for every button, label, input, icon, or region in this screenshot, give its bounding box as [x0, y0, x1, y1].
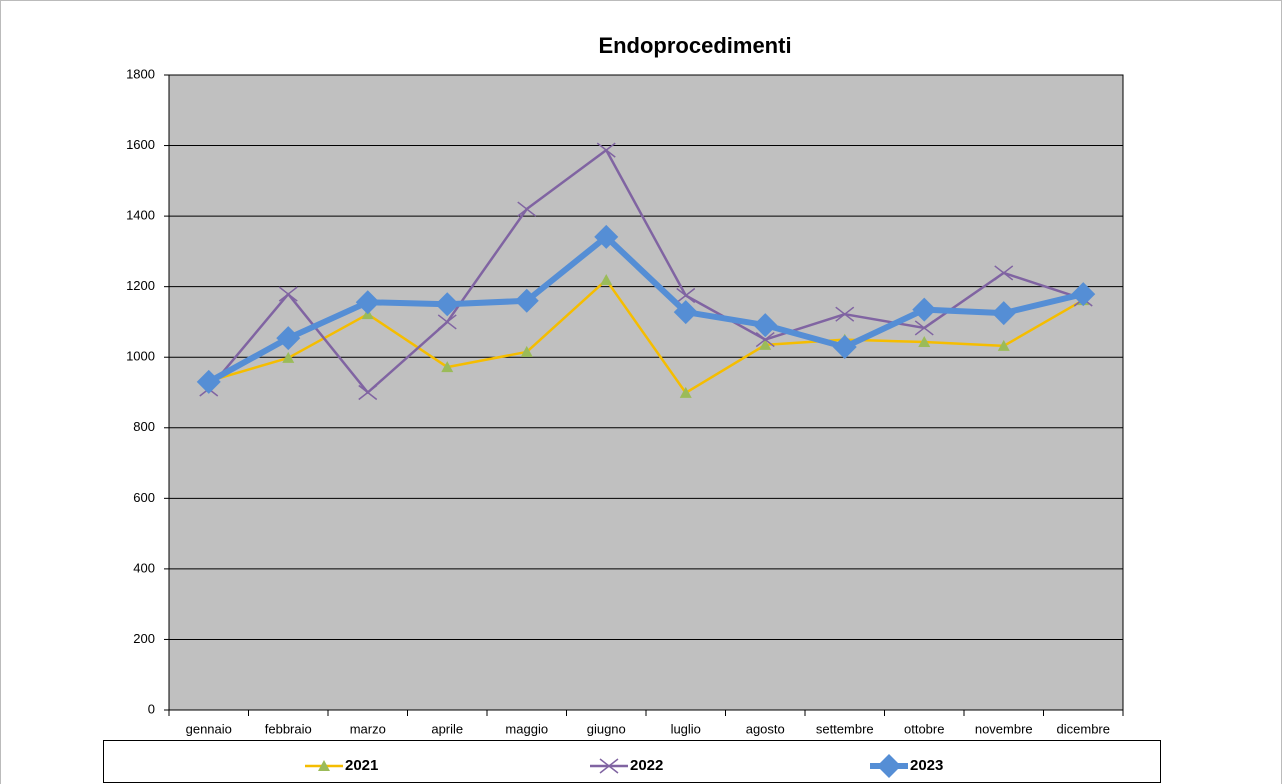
- marker: [835, 306, 855, 322]
- marker: [596, 142, 616, 158]
- marker: [994, 265, 1014, 281]
- marker: [435, 292, 460, 317]
- x-tick-label: maggio: [505, 721, 548, 736]
- y-tick-label: 200: [133, 631, 155, 646]
- y-tick-label: 1400: [126, 208, 155, 223]
- marker: [437, 314, 457, 330]
- y-tick-label: 600: [133, 490, 155, 505]
- marker: [1071, 282, 1096, 307]
- x-tick-label: agosto: [746, 721, 785, 736]
- marker: [914, 320, 934, 336]
- legend-label: 2023: [910, 757, 943, 774]
- y-tick-label: 1800: [126, 66, 155, 81]
- x-tick-label: luglio: [671, 721, 701, 736]
- y-tick-label: 0: [148, 701, 155, 716]
- marker: [991, 301, 1016, 326]
- x-tick-label: febbraio: [265, 721, 312, 736]
- marker: [318, 760, 330, 771]
- marker: [912, 297, 937, 322]
- y-tick-label: 800: [133, 419, 155, 434]
- marker: [276, 326, 301, 351]
- marker: [517, 201, 537, 217]
- marker: [599, 758, 619, 774]
- marker: [877, 754, 901, 778]
- plot-area: [168, 74, 1124, 711]
- marker: [673, 300, 698, 325]
- marker: [358, 384, 378, 401]
- x-tick-label: giugno: [587, 721, 626, 736]
- marker: [753, 313, 778, 338]
- marker: [997, 339, 1010, 351]
- series-line: [207, 148, 1084, 394]
- marker: [594, 224, 619, 249]
- y-tick-label: 1200: [126, 278, 155, 293]
- marker: [832, 334, 857, 359]
- marker: [679, 386, 692, 398]
- marker: [355, 290, 380, 315]
- series-line: [208, 278, 1084, 395]
- x-tick-label: settembre: [816, 721, 874, 736]
- x-tick-label: gennaio: [186, 721, 232, 736]
- marker: [600, 273, 613, 285]
- marker: [514, 288, 539, 313]
- legend-label: 2022: [630, 757, 663, 774]
- x-tick-label: marzo: [350, 721, 386, 736]
- series-line: [207, 233, 1084, 385]
- x-tick-label: aprile: [431, 721, 463, 736]
- marker: [441, 361, 454, 373]
- x-tick-label: novembre: [975, 721, 1033, 736]
- marker: [282, 351, 295, 363]
- x-tick-label: ottobre: [904, 721, 944, 736]
- marker: [196, 369, 221, 394]
- marker: [520, 345, 533, 357]
- marker: [755, 331, 775, 348]
- marker: [759, 338, 772, 350]
- legend-label: 2021: [345, 757, 378, 774]
- y-tick-label: 1000: [126, 349, 155, 364]
- marker: [278, 286, 298, 302]
- y-tick-label: 1600: [126, 137, 155, 152]
- chart-title: Endoprocedimenti: [598, 33, 791, 58]
- x-tick-label: dicembre: [1057, 721, 1110, 736]
- marker: [918, 336, 931, 348]
- legend: [103, 740, 1161, 783]
- y-tick-label: 400: [133, 560, 155, 575]
- marker: [676, 287, 696, 304]
